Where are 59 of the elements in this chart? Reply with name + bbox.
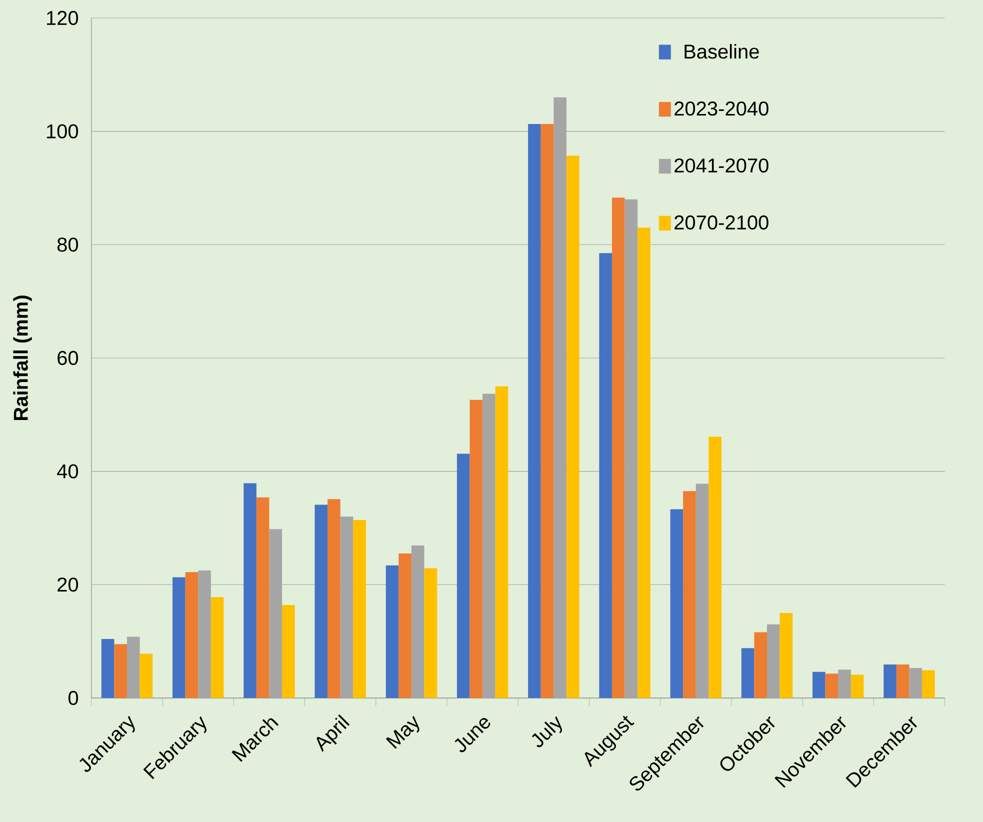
bar [210, 597, 224, 698]
bar [353, 520, 366, 698]
legend-label: 2023-2040 [674, 101, 768, 116]
bar [670, 509, 684, 698]
y-tick-label: 0 [68, 690, 78, 706]
bar [398, 553, 412, 698]
bar [850, 674, 864, 698]
bar [140, 654, 153, 698]
bar [328, 499, 340, 698]
y-tick-label: 80 [57, 238, 78, 252]
bar [424, 568, 438, 698]
bar [741, 648, 754, 698]
bar [101, 639, 114, 698]
bar [172, 577, 186, 698]
legend-label: Baseline [684, 44, 759, 59]
y-tick-label: 20 [58, 578, 78, 592]
bar [314, 504, 328, 698]
bar [612, 198, 625, 698]
legend-label: 2070-2100 [674, 215, 768, 230]
bar [114, 644, 128, 698]
bar [754, 632, 767, 698]
bar [256, 497, 270, 698]
legend-label: 2041-2070 [674, 158, 768, 173]
y-tick-label: 40 [57, 464, 78, 478]
y-tick-label: 60 [58, 350, 78, 366]
bar [482, 394, 496, 698]
bar [766, 624, 780, 698]
bar [812, 672, 826, 698]
y-tick-label: 120 [46, 10, 78, 26]
bar [708, 436, 722, 698]
bar [825, 674, 838, 698]
bar [838, 670, 851, 698]
bar [780, 612, 793, 698]
bar [599, 253, 612, 698]
bar [624, 199, 638, 698]
bar [456, 454, 470, 698]
y-tick-label: 100 [46, 124, 78, 138]
bar [340, 516, 354, 698]
bar [638, 228, 650, 698]
bar [683, 491, 696, 698]
x-tick-label: July [532, 716, 562, 748]
x-tick-label: May [386, 716, 420, 749]
bar [884, 664, 896, 698]
bar [386, 565, 399, 698]
bar [540, 124, 554, 698]
bar [896, 664, 910, 698]
bar [528, 124, 541, 698]
bar [282, 605, 295, 698]
bar [185, 572, 198, 698]
bar [470, 400, 483, 698]
bar [909, 668, 922, 698]
bar [127, 636, 140, 698]
y-axis-title: Rainfall (mm) [13, 296, 32, 420]
bar [566, 156, 580, 698]
bar [411, 546, 424, 698]
bar [495, 386, 508, 698]
bar [696, 484, 709, 698]
bar [244, 483, 256, 698]
bar [922, 670, 935, 698]
